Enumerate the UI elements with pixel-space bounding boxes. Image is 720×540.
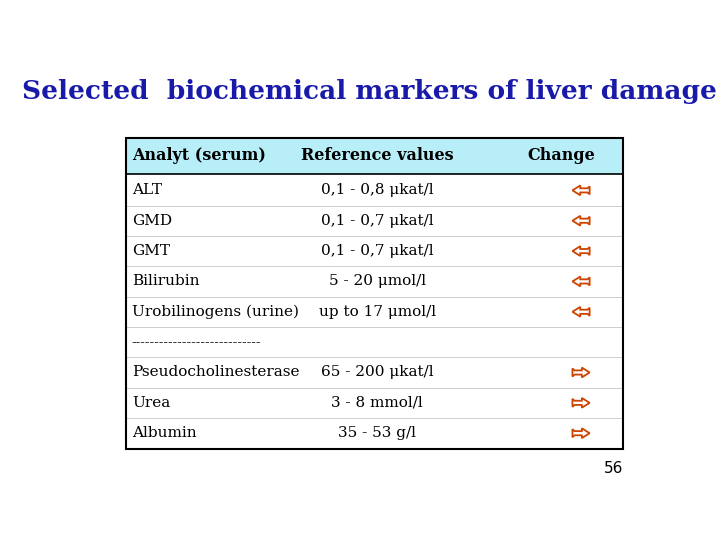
- Text: 56: 56: [603, 461, 623, 476]
- Text: GMT: GMT: [132, 244, 170, 258]
- Bar: [126, 138, 623, 449]
- Text: Selected  biochemical markers of liver damage: Selected biochemical markers of liver da…: [22, 79, 716, 104]
- Text: Urea: Urea: [132, 396, 170, 410]
- Text: Analyt (serum): Analyt (serum): [132, 147, 266, 164]
- Text: GMD: GMD: [132, 214, 172, 228]
- Text: 35 - 53 g/l: 35 - 53 g/l: [338, 426, 416, 440]
- Text: 3 - 8 mmol/l: 3 - 8 mmol/l: [331, 396, 423, 410]
- Text: Reference values: Reference values: [301, 147, 454, 164]
- Text: ----------------------------: ----------------------------: [132, 336, 261, 349]
- Text: 0,1 - 0,7 μkat/l: 0,1 - 0,7 μkat/l: [321, 214, 433, 228]
- Text: 0,1 - 0,8 μkat/l: 0,1 - 0,8 μkat/l: [321, 184, 433, 198]
- Bar: [126, 138, 623, 174]
- Text: ALT: ALT: [132, 184, 162, 198]
- Text: Change: Change: [528, 147, 595, 164]
- Text: Pseudocholinesterase: Pseudocholinesterase: [132, 366, 300, 380]
- Text: 0,1 - 0,7 μkat/l: 0,1 - 0,7 μkat/l: [321, 244, 433, 258]
- Text: up to 17 μmol/l: up to 17 μmol/l: [319, 305, 436, 319]
- Text: 5 - 20 μmol/l: 5 - 20 μmol/l: [329, 274, 426, 288]
- Text: Albumin: Albumin: [132, 426, 197, 440]
- Text: Urobilinogens (urine): Urobilinogens (urine): [132, 305, 299, 319]
- Text: Bilirubin: Bilirubin: [132, 274, 199, 288]
- Text: 65 - 200 μkat/l: 65 - 200 μkat/l: [321, 366, 433, 380]
